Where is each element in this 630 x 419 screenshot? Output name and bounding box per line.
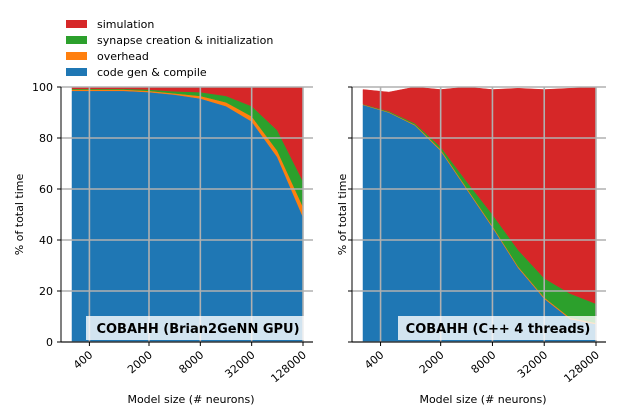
legend-label: overhead xyxy=(97,49,149,63)
legend-label: code gen & compile xyxy=(97,65,207,79)
x-axis-label: Model size (# neurons) xyxy=(419,393,546,406)
x-tick-label: 128000 xyxy=(561,348,602,385)
legend-label: simulation xyxy=(97,17,155,31)
legend-swatch xyxy=(66,20,87,28)
x-tick-label: 32000 xyxy=(515,348,550,380)
y-tick-label: 40 xyxy=(39,234,53,247)
y-tick-label: 0 xyxy=(46,336,53,349)
chart-panel-cpp: 400 2000 8000 32000 128000 Model size (# neur… xyxy=(336,86,606,406)
legend-item-synapse: synapse creation & initialization xyxy=(66,32,306,48)
legend-item-simulation: simulation xyxy=(66,16,306,32)
x-tick-label: 8000 xyxy=(469,348,499,376)
annotation-box xyxy=(86,316,310,340)
annotation-box xyxy=(398,316,598,340)
legend-swatch xyxy=(66,52,87,60)
chart-annotation: COBAHH (Brian2GeNN GPU) xyxy=(96,322,299,337)
x-tick-label: 2000 xyxy=(417,348,447,376)
legend-label: synapse creation & initialization xyxy=(97,33,274,47)
legend-swatch xyxy=(66,36,87,44)
legend: simulation synapse creation & initializa… xyxy=(66,16,306,80)
x-tick-label: 2000 xyxy=(125,348,155,376)
x-axis-label: Model size (# neurons) xyxy=(127,393,254,406)
y-axis-label: % of total time xyxy=(13,173,26,255)
x-tick-label: 8000 xyxy=(176,348,206,376)
chart-annotation: COBAHH (C++ 4 threads) xyxy=(406,322,591,337)
y-tick-label: 20 xyxy=(39,285,53,298)
y-tick-label: 60 xyxy=(39,183,53,196)
x-tick-label: 128000 xyxy=(268,348,309,385)
legend-item-overhead: overhead xyxy=(66,48,306,64)
chart-panel-gpu: 0 20 40 60 80 100 400 2000 8000 32000 128000 Model … xyxy=(13,81,313,406)
x-tick-label: 400 xyxy=(362,348,386,371)
y-axis-label: % of total time xyxy=(336,173,349,255)
x-tick-label: 400 xyxy=(71,348,95,371)
legend-swatch xyxy=(66,68,87,76)
y-tick-label: 100 xyxy=(32,81,53,94)
y-tick-label: 80 xyxy=(39,132,53,145)
x-tick-label: 32000 xyxy=(222,348,257,380)
legend-item-codegen: code gen & compile xyxy=(66,64,306,80)
